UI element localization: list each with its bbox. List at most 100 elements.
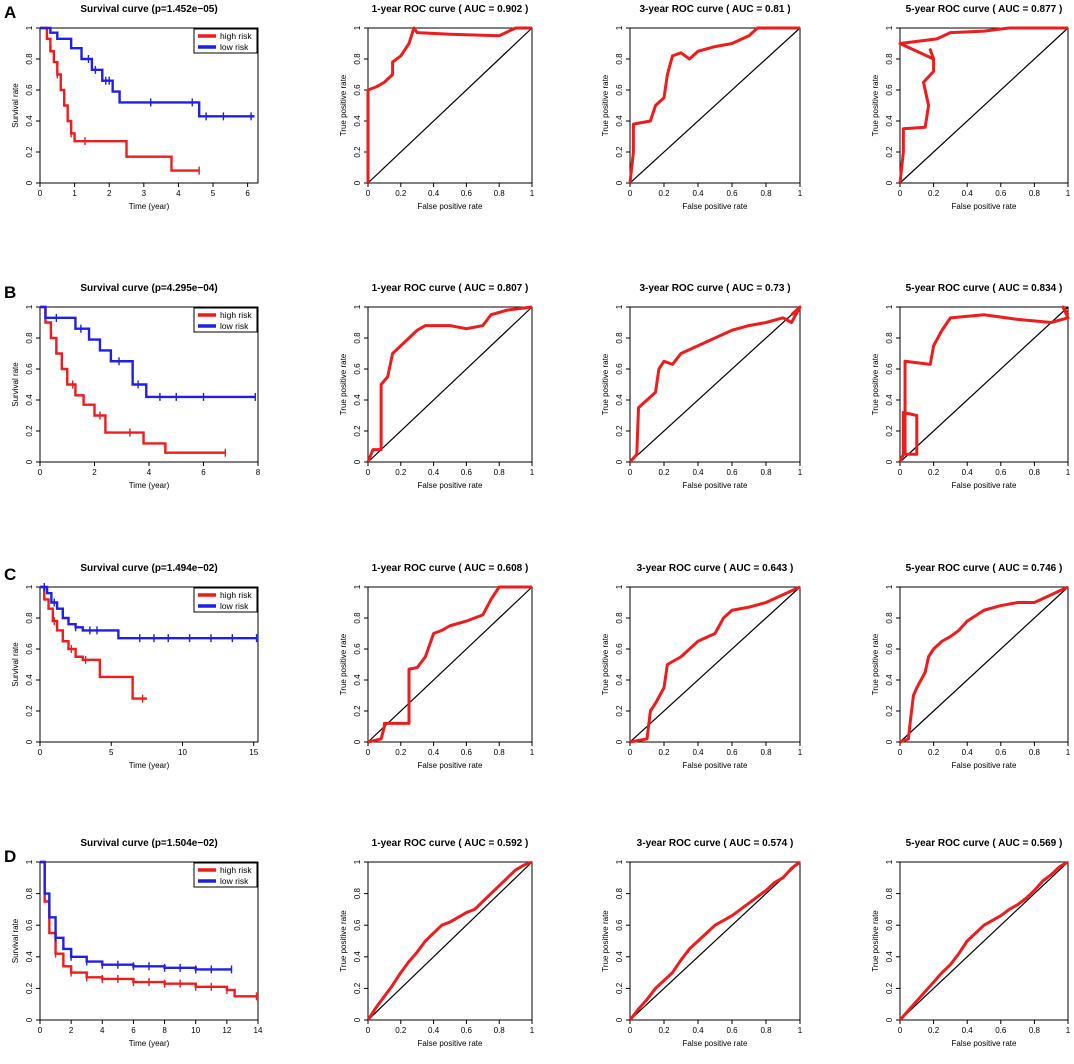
y-tick-label: 0.2 bbox=[25, 705, 34, 717]
roc-curve-line bbox=[899, 585, 1069, 744]
x-tick-label: 0.6 bbox=[461, 189, 473, 198]
y-tick-label: 1 bbox=[885, 584, 894, 589]
x-axis-label: False positive rate bbox=[952, 481, 1017, 490]
x-tick-label: 6 bbox=[245, 189, 250, 198]
x-axis-label: False positive rate bbox=[683, 761, 748, 770]
y-axis-label: True positive rate bbox=[601, 353, 610, 415]
x-tick-label: 0.8 bbox=[1029, 468, 1041, 477]
chart-panel-b-roc-3: 5-year ROC curve ( AUC = 0.834 ) 0 0.2 0.4 0… bbox=[871, 283, 1071, 490]
roc-curve-line bbox=[628, 26, 800, 184]
y-tick-label: 0.4 bbox=[353, 674, 362, 686]
y-axis-label: Survival rate bbox=[11, 83, 20, 128]
x-tick-label: 0.8 bbox=[1029, 189, 1041, 198]
diagonal-reference-line bbox=[629, 306, 801, 463]
plot-frame bbox=[899, 27, 1069, 184]
chart-panel-a-roc-1: 1-year ROC curve ( AUC = 0.902 ) 0 0.2 0.4 0… bbox=[339, 4, 535, 211]
y-tick-label: 0.2 bbox=[353, 705, 362, 717]
y-tick-label: 1 bbox=[25, 25, 34, 30]
y-tick-label: 0.4 bbox=[615, 394, 624, 406]
chart-panel-c-survival: Survival curve (p=1.494e−02) 0 0.2 0.4 0.6 0.… bbox=[11, 563, 259, 770]
y-tick-label: 0 bbox=[885, 459, 894, 464]
y-tick-label: 0 bbox=[885, 1017, 894, 1022]
x-tick-label: 0.6 bbox=[461, 468, 473, 477]
x-tick-label: 1 bbox=[1066, 189, 1071, 198]
y-tick-label: 0 bbox=[25, 739, 34, 744]
x-tick-label: 1 bbox=[1066, 468, 1071, 477]
x-tick-label: 2 bbox=[92, 468, 97, 477]
y-tick-label: 1 bbox=[353, 584, 362, 589]
panel-label-c: C bbox=[4, 565, 16, 584]
x-tick-label: 0.6 bbox=[995, 1026, 1007, 1035]
roc-curve-line bbox=[898, 860, 1069, 1021]
x-axis-label: Time (year) bbox=[129, 202, 170, 211]
chart-title: 1-year ROC curve ( AUC = 0.592 ) bbox=[372, 838, 529, 849]
x-tick-label: 0.6 bbox=[995, 468, 1007, 477]
legend-label: high risk bbox=[220, 31, 252, 41]
x-tick-label: 0.8 bbox=[494, 1026, 506, 1035]
y-tick-label: 0.4 bbox=[25, 394, 34, 406]
y-tick-label: 0 bbox=[615, 459, 624, 464]
y-tick-label: 0 bbox=[885, 180, 894, 185]
x-tick-label: 0.8 bbox=[1029, 1026, 1041, 1035]
chart-title: 3-year ROC curve ( AUC = 0.643 ) bbox=[637, 563, 794, 574]
y-tick-label: 0.6 bbox=[615, 84, 624, 96]
y-tick-label: 0.4 bbox=[353, 394, 362, 406]
y-tick-label: 1 bbox=[25, 859, 34, 864]
y-tick-label: 0.2 bbox=[885, 146, 894, 158]
y-tick-label: 0.4 bbox=[885, 394, 894, 406]
x-tick-label: 0.8 bbox=[760, 189, 772, 198]
y-tick-label: 0 bbox=[353, 739, 362, 744]
y-tick-label: 0 bbox=[353, 1017, 362, 1022]
x-axis-label: False positive rate bbox=[683, 481, 748, 490]
y-axis-label: True positive rate bbox=[871, 353, 880, 415]
y-tick-label: 0.2 bbox=[353, 146, 362, 158]
y-axis-label: True positive rate bbox=[601, 910, 610, 972]
roc-curve-line bbox=[366, 26, 532, 183]
x-tick-label: 0.2 bbox=[658, 468, 670, 477]
y-tick-label: 0.6 bbox=[25, 919, 34, 931]
legend-label: high risk bbox=[220, 310, 252, 320]
survival-line-high-risk bbox=[40, 305, 226, 454]
survival-line-low-risk bbox=[40, 26, 255, 118]
y-axis-label: Survival rate bbox=[11, 918, 20, 963]
roc-curve-line bbox=[366, 860, 533, 1021]
y-tick-label: 1 bbox=[615, 25, 624, 30]
x-tick-label: 0.2 bbox=[395, 1026, 407, 1035]
chart-panel-c-roc-2: 3-year ROC curve ( AUC = 0.643 ) 0 0.2 0.4 0… bbox=[601, 563, 803, 770]
y-tick-label: 0.2 bbox=[25, 146, 34, 158]
x-tick-label: 0 bbox=[366, 468, 371, 477]
y-tick-label: 0.4 bbox=[885, 115, 894, 127]
y-tick-label: 1 bbox=[353, 304, 362, 309]
y-axis-label: True positive rate bbox=[871, 633, 880, 695]
x-tick-label: 0.8 bbox=[1029, 748, 1041, 757]
x-tick-label: 0.6 bbox=[461, 1026, 473, 1035]
x-axis-label: Time (year) bbox=[129, 1039, 170, 1048]
y-tick-label: 0.8 bbox=[25, 53, 34, 65]
y-tick-label: 0.4 bbox=[25, 115, 34, 127]
x-tick-label: 2 bbox=[69, 1026, 74, 1035]
diagonal-reference-line bbox=[629, 27, 801, 184]
chart-panel-a-roc-2: 3-year ROC curve ( AUC = 0.81 ) 0 0.2 0.4 0.… bbox=[601, 4, 803, 211]
legend-label: high risk bbox=[220, 865, 252, 875]
x-axis-label: False positive rate bbox=[683, 1039, 748, 1048]
x-tick-label: 1 bbox=[530, 748, 535, 757]
x-axis-label: False positive rate bbox=[952, 1039, 1017, 1048]
y-tick-label: 0.6 bbox=[25, 84, 34, 96]
y-tick-label: 0.8 bbox=[615, 612, 624, 624]
x-tick-label: 0 bbox=[898, 189, 903, 198]
x-tick-label: 0.8 bbox=[494, 468, 506, 477]
x-axis-label: False positive rate bbox=[683, 202, 748, 211]
y-tick-label: 0.8 bbox=[885, 612, 894, 624]
legend-label: low risk bbox=[220, 321, 249, 331]
x-tick-label: 1 bbox=[798, 189, 803, 198]
x-tick-label: 0 bbox=[628, 1026, 633, 1035]
x-tick-label: 0.8 bbox=[494, 748, 506, 757]
x-tick-label: 0.4 bbox=[428, 468, 440, 477]
plot-frame bbox=[629, 586, 801, 743]
roc-curve-line bbox=[628, 305, 802, 463]
x-tick-label: 1 bbox=[1066, 748, 1071, 757]
y-tick-label: 1 bbox=[885, 304, 894, 309]
y-tick-label: 0.8 bbox=[885, 887, 894, 899]
chart-title: 1-year ROC curve ( AUC = 0.807 ) bbox=[372, 283, 529, 294]
x-tick-label: 2 bbox=[107, 189, 112, 198]
